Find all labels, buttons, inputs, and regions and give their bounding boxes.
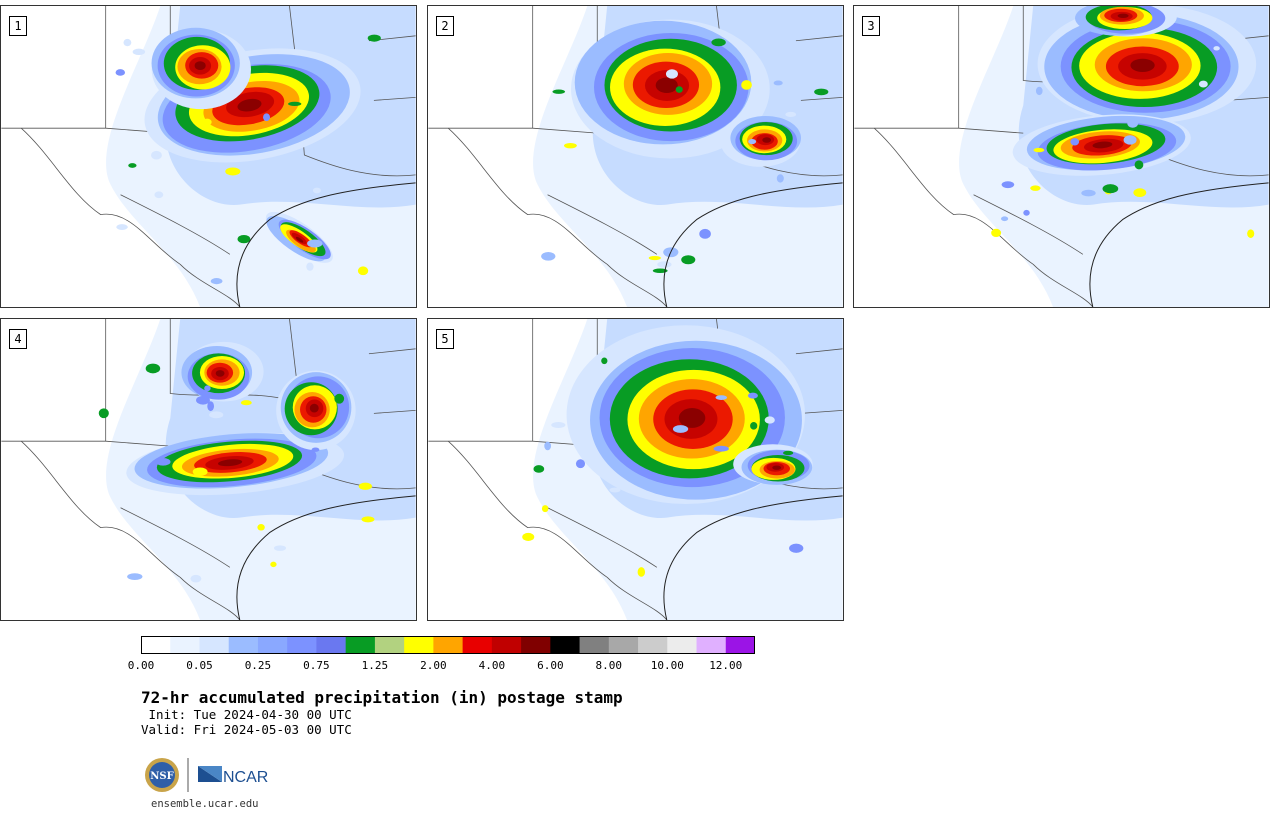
colorbar-swatch xyxy=(725,636,755,654)
colorbar-swatch xyxy=(638,636,668,654)
colorbar-swatch xyxy=(433,636,464,654)
panel-label-4: 4 xyxy=(9,329,27,349)
valid-time: Valid: Fri 2024-05-03 00 UTC xyxy=(141,722,352,737)
colorbar-swatch xyxy=(141,636,171,654)
colorbar-tick-label: 2.00 xyxy=(420,659,447,672)
colorbar-swatch xyxy=(462,636,493,654)
colorbar-swatch xyxy=(404,636,434,654)
colorbar-swatch xyxy=(608,636,639,654)
colorbar-swatch xyxy=(374,636,405,654)
nsf-ncar-logos: NSF NCAR xyxy=(145,758,268,792)
map-panel-5: 5 xyxy=(427,318,844,621)
colorbar-tick-label: 0.75 xyxy=(303,659,330,672)
colorbar-swatch xyxy=(579,636,610,654)
map-panel-2: 2 xyxy=(427,5,844,308)
colorbar-swatch xyxy=(228,636,259,654)
colorbar-swatch xyxy=(667,636,698,654)
colorbar-swatch xyxy=(316,636,347,654)
precip-map-4 xyxy=(1,319,416,620)
colorbar-tick-label: 12.00 xyxy=(709,659,743,672)
colorbar-tick-label: 6.00 xyxy=(537,659,564,672)
precip-map-3 xyxy=(854,6,1269,307)
colorbar-tick-label: 1.25 xyxy=(361,659,389,672)
colorbar-tick-label: 4.00 xyxy=(478,659,506,672)
precip-map-5 xyxy=(428,319,843,620)
colorbar-tick-label: 8.00 xyxy=(595,659,623,672)
map-panel-3: 3 xyxy=(853,5,1270,308)
panel-label-1: 1 xyxy=(9,16,27,36)
colorbar-tick-label: 0.00 xyxy=(127,659,155,672)
map-panel-1: 1 xyxy=(0,5,417,308)
colorbar-swatch xyxy=(170,636,200,654)
colorbar-swatch xyxy=(696,636,727,654)
colorbar-swatch xyxy=(287,636,317,654)
colorbar-tick-label: 10.00 xyxy=(650,659,684,672)
nsf-logo-icon: NSF xyxy=(145,758,179,792)
colorbar xyxy=(141,636,755,654)
ncar-logo-icon: NCAR xyxy=(198,766,268,786)
panel-label-5: 5 xyxy=(436,329,454,349)
colorbar-swatch xyxy=(521,636,551,654)
precip-map-2 xyxy=(428,6,843,307)
svg-text:NSF: NSF xyxy=(150,771,173,782)
colorbar-tick-label: 0.05 xyxy=(186,659,213,672)
source-url: ensemble.ucar.edu xyxy=(151,798,259,810)
svg-text:NCAR: NCAR xyxy=(223,769,268,786)
panel-label-2: 2 xyxy=(436,16,454,36)
colorbar-tick-label: 0.25 xyxy=(244,659,272,672)
init-time: Init: Tue 2024-04-30 00 UTC xyxy=(141,707,352,722)
colorbar-swatch xyxy=(257,636,288,654)
colorbar-swatch xyxy=(491,636,522,654)
figure-title: 72-hr accumulated precipitation (in) pos… xyxy=(141,688,623,707)
map-panel-4: 4 xyxy=(0,318,417,621)
panel-label-3: 3 xyxy=(862,16,880,36)
colorbar-swatch xyxy=(550,636,581,654)
colorbar-swatch xyxy=(345,636,376,654)
colorbar-swatch xyxy=(199,636,230,654)
precip-map-1 xyxy=(1,6,416,307)
